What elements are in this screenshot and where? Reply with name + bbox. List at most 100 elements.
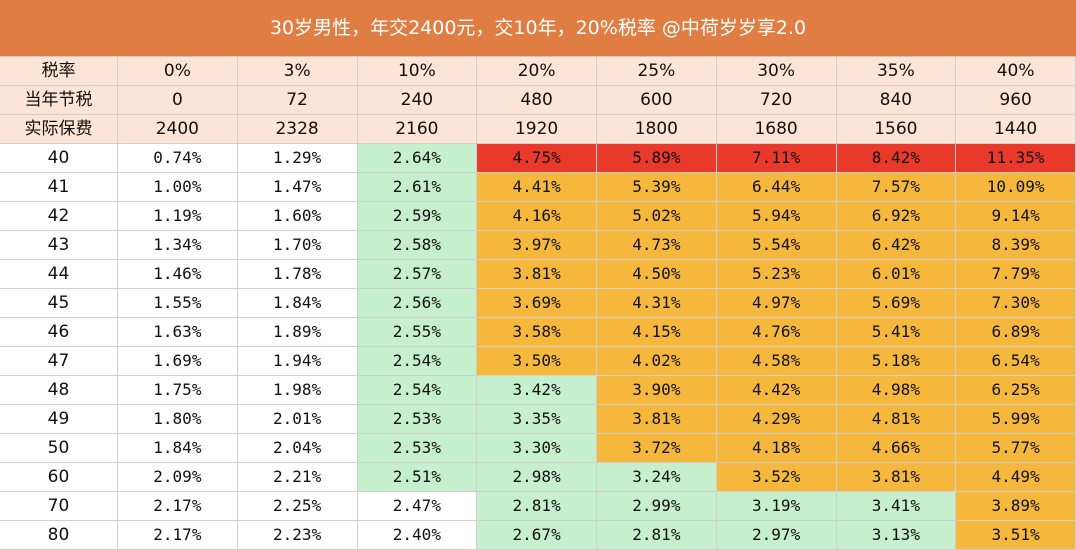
header-cell: 40%: [956, 57, 1076, 86]
data-cell: 1.60%: [237, 202, 358, 231]
data-cell: 2.61%: [357, 173, 478, 202]
data-cell: 3.89%: [956, 492, 1076, 521]
data-cell: 3.30%: [477, 434, 597, 463]
row-label: 44: [0, 260, 118, 289]
header-cell: 0: [118, 86, 238, 115]
data-cell: 1.69%: [118, 347, 238, 376]
data-cell: 6.54%: [956, 347, 1076, 376]
data-cell: 5.69%: [836, 289, 957, 318]
data-cell: 4.02%: [597, 347, 717, 376]
data-cell: 5.89%: [597, 144, 717, 173]
data-cell: 5.41%: [836, 318, 957, 347]
data-cell: 4.49%: [956, 463, 1076, 492]
data-cell: 2.17%: [118, 492, 238, 521]
row-label: 48: [0, 376, 118, 405]
header-cell: 1560: [836, 115, 957, 144]
data-cell: 6.44%: [716, 173, 837, 202]
data-cell: 6.25%: [956, 376, 1076, 405]
data-cell: 2.40%: [357, 521, 478, 550]
data-cell: 6.89%: [956, 318, 1076, 347]
data-cell: 7.79%: [956, 260, 1076, 289]
data-cell: 1.98%: [237, 376, 358, 405]
data-cell: 11.35%: [956, 144, 1076, 173]
row-label: 42: [0, 202, 118, 231]
data-cell: 1.78%: [237, 260, 358, 289]
data-cell: 1.00%: [118, 173, 238, 202]
header-cell: 240: [357, 86, 478, 115]
data-cell: 2.98%: [477, 463, 597, 492]
data-cell: 3.35%: [477, 405, 597, 434]
data-cell: 4.75%: [477, 144, 597, 173]
data-cell: 2.51%: [357, 463, 478, 492]
data-cell: 3.52%: [716, 463, 837, 492]
row-label: 47: [0, 347, 118, 376]
data-cell: 7.57%: [836, 173, 957, 202]
header-cell: 1440: [956, 115, 1076, 144]
data-cell: 2.21%: [237, 463, 358, 492]
data-cell: 7.30%: [956, 289, 1076, 318]
data-cell: 1.84%: [237, 289, 358, 318]
data-cell: 1.46%: [118, 260, 238, 289]
data-cell: 2.53%: [357, 434, 478, 463]
data-cell: 1.55%: [118, 289, 238, 318]
header-cell: 720: [716, 86, 837, 115]
data-cell: 2.47%: [357, 492, 478, 521]
data-cell: 3.41%: [836, 492, 957, 521]
data-cell: 7.11%: [716, 144, 837, 173]
data-cell: 4.97%: [716, 289, 837, 318]
data-cell: 5.94%: [716, 202, 837, 231]
row-label: 80: [0, 521, 118, 550]
data-cell: 2.81%: [477, 492, 597, 521]
data-cell: 5.18%: [836, 347, 957, 376]
data-cell: 5.39%: [597, 173, 717, 202]
data-cell: 4.81%: [836, 405, 957, 434]
row-label: 43: [0, 231, 118, 260]
row-label: 70: [0, 492, 118, 521]
data-cell: 2.64%: [357, 144, 478, 173]
data-cell: 2.04%: [237, 434, 358, 463]
data-cell: 4.31%: [597, 289, 717, 318]
row-label: 45: [0, 289, 118, 318]
data-cell: 2.54%: [357, 376, 478, 405]
data-cell: 2.25%: [237, 492, 358, 521]
data-cell: 5.99%: [956, 405, 1076, 434]
row-label: 40: [0, 144, 118, 173]
data-cell: 4.73%: [597, 231, 717, 260]
data-cell: 3.81%: [477, 260, 597, 289]
data-cell: 1.34%: [118, 231, 238, 260]
data-cell: 2.53%: [357, 405, 478, 434]
data-cell: 2.56%: [357, 289, 478, 318]
data-cell: 2.17%: [118, 521, 238, 550]
data-cell: 1.47%: [237, 173, 358, 202]
data-cell: 3.42%: [477, 376, 597, 405]
data-cell: 5.02%: [597, 202, 717, 231]
data-cell: 6.42%: [836, 231, 957, 260]
header-cell: 960: [956, 86, 1076, 115]
header-cell: 当年节税: [0, 86, 118, 115]
header-cell: 0%: [118, 57, 238, 86]
data-cell: 5.23%: [716, 260, 837, 289]
header-cell: 1680: [716, 115, 837, 144]
header-cell: 72: [237, 86, 358, 115]
data-cell: 3.81%: [597, 405, 717, 434]
data-cell: 0.74%: [118, 144, 238, 173]
data-cell: 1.70%: [237, 231, 358, 260]
data-cell: 1.19%: [118, 202, 238, 231]
data-cell: 2.97%: [716, 521, 837, 550]
data-cell: 4.76%: [716, 318, 837, 347]
header-cell: 20%: [477, 57, 597, 86]
data-cell: 2.57%: [357, 260, 478, 289]
data-cell: 8.39%: [956, 231, 1076, 260]
data-cell: 3.90%: [597, 376, 717, 405]
header-cell: 2328: [237, 115, 358, 144]
header-cell: 480: [477, 86, 597, 115]
data-cell: 4.15%: [597, 318, 717, 347]
data-cell: 2.59%: [357, 202, 478, 231]
data-cell: 1.84%: [118, 434, 238, 463]
data-cell: 3.13%: [836, 521, 957, 550]
header-cell: 840: [836, 86, 957, 115]
data-cell: 1.80%: [118, 405, 238, 434]
data-cell: 3.97%: [477, 231, 597, 260]
data-cell: 3.51%: [956, 521, 1076, 550]
